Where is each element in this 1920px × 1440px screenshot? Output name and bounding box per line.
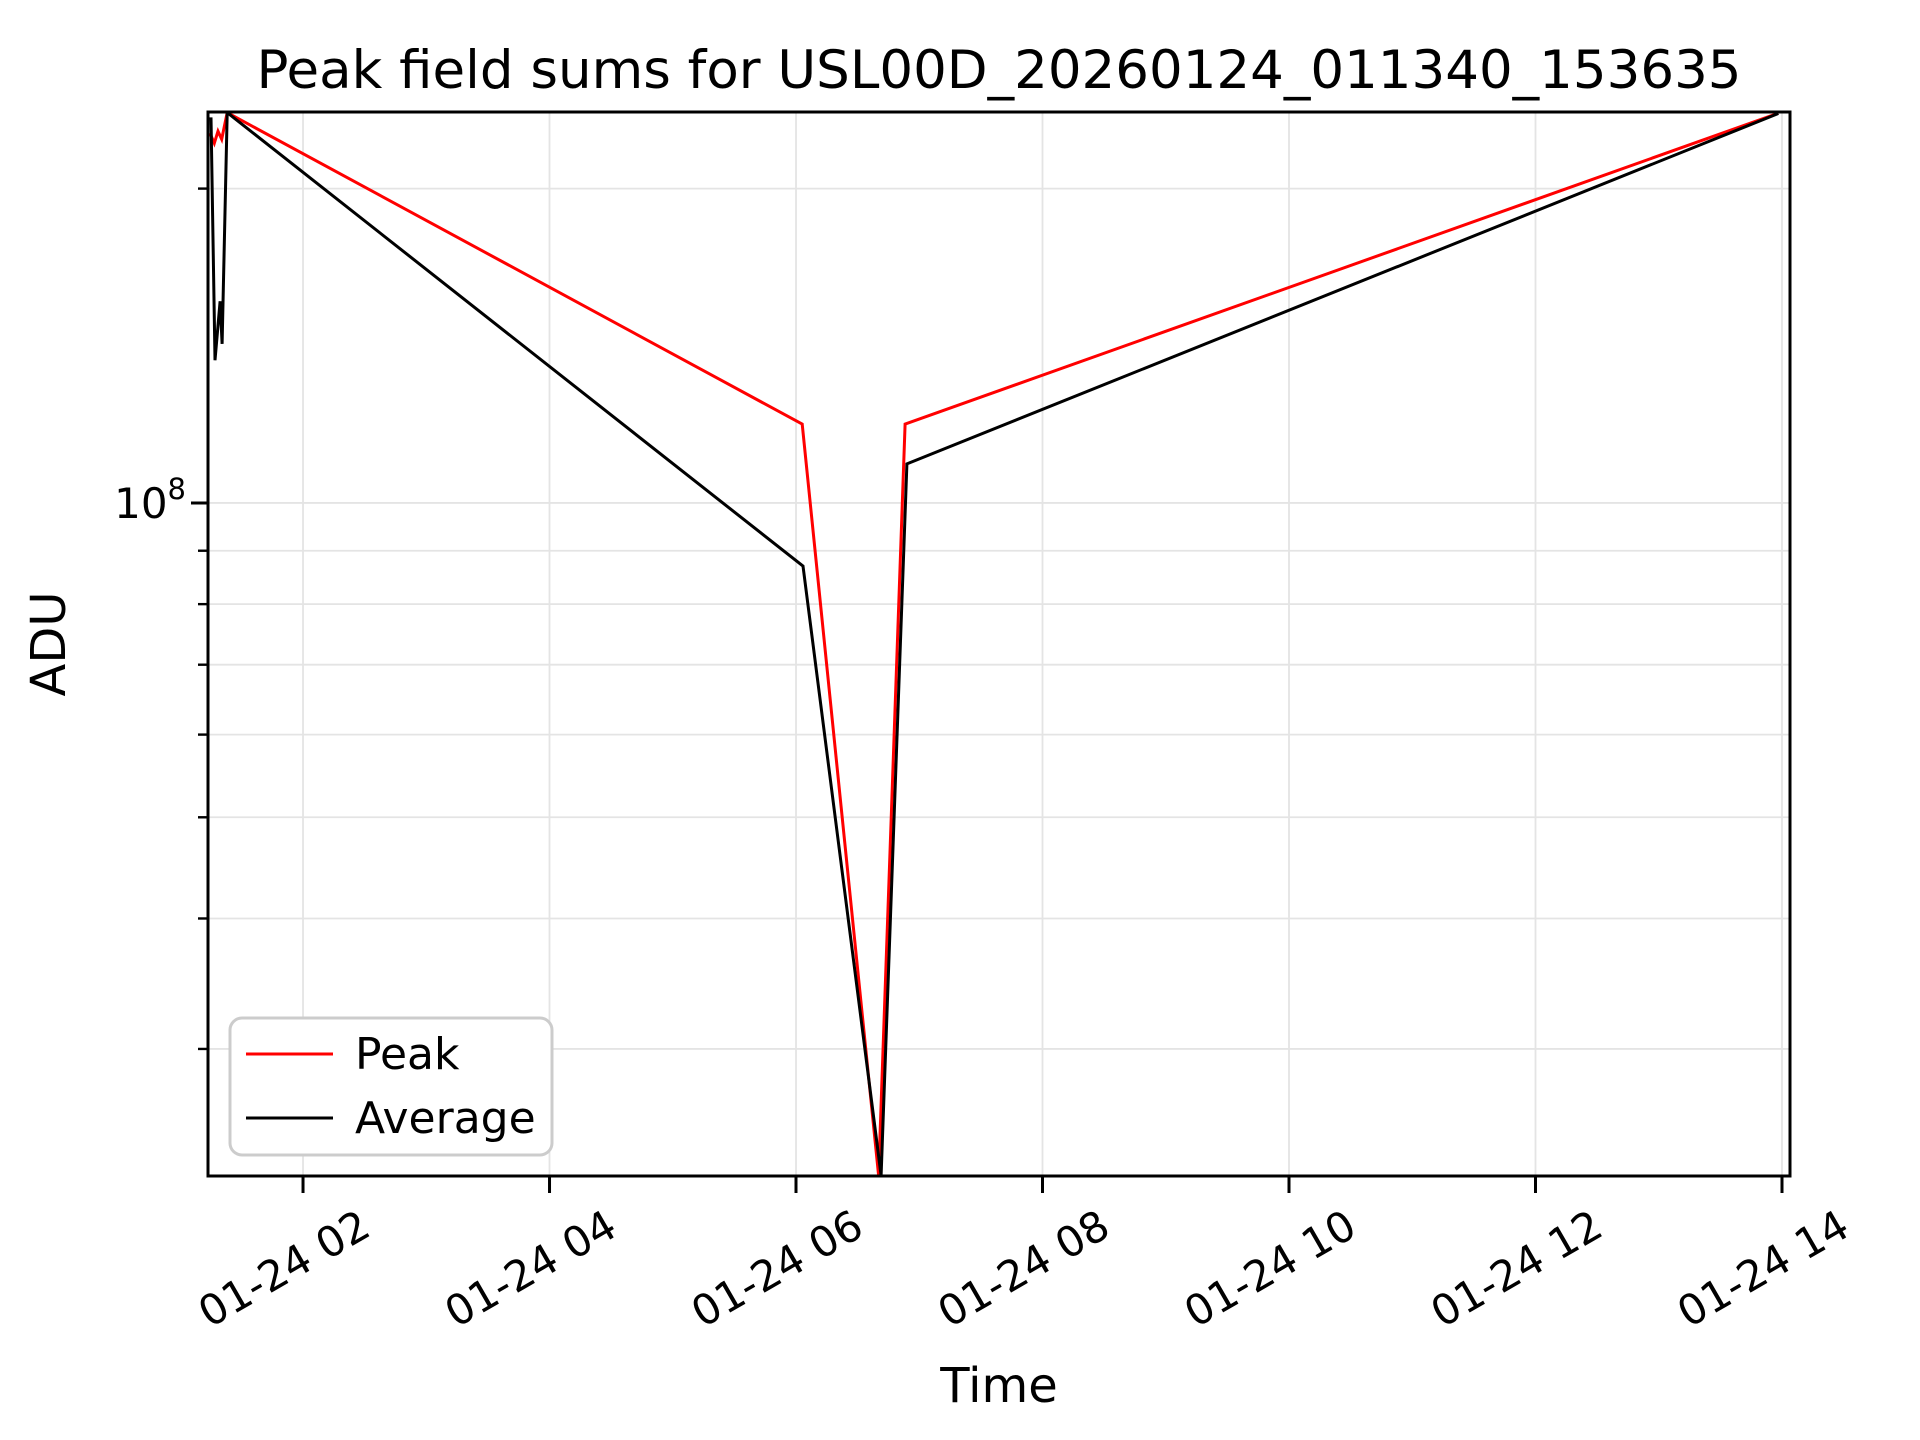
x-tick-label: 01-24 06 — [683, 1200, 871, 1337]
legend-label-peak: Peak — [355, 1029, 460, 1080]
label-layer: Peak field sums for USL00D_20260124_0113… — [21, 40, 1742, 1414]
grid-layer — [208, 112, 1790, 1176]
chart-title: Peak field sums for USL00D_20260124_0113… — [256, 40, 1741, 101]
legend-label-average: Average — [355, 1093, 536, 1144]
legend: Peak Average — [228, 1016, 554, 1157]
x-tick-label: 01-24 14 — [1669, 1200, 1857, 1337]
tick-layer: 01-24 02 01-24 04 01-24 06 01-24 08 01-24 10… — [114, 187, 1857, 1337]
series-layer — [208, 112, 1779, 1176]
x-axis-label: Time — [939, 1358, 1057, 1414]
axes-layer — [206, 110, 1792, 1178]
x-tick-label: 01-24 04 — [436, 1200, 624, 1337]
x-tick-label: 01-24 08 — [929, 1200, 1117, 1337]
y-axis-label: ADU — [21, 592, 77, 697]
series-line-average — [209, 112, 1779, 1176]
y-tick-label: 108 — [114, 472, 186, 528]
legend-box — [228, 1016, 554, 1157]
series-line-peak — [208, 112, 1779, 1176]
x-tick-label: 01-24 12 — [1422, 1200, 1610, 1337]
x-tick-label: 01-24 02 — [190, 1200, 378, 1337]
x-tick-label: 01-24 10 — [1176, 1200, 1364, 1337]
plot-border — [206, 110, 1792, 1178]
